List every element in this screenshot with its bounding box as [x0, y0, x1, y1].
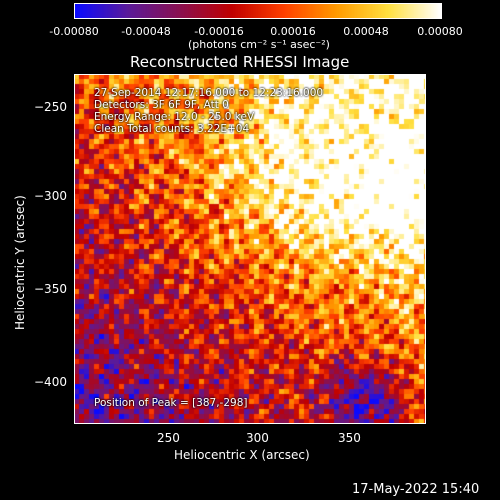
- y-axis-label: Heliocentric Y (arcsec): [13, 195, 27, 330]
- colorbar-tick: 0.00016: [270, 25, 316, 38]
- colorbar-tick: -0.00016: [194, 25, 244, 38]
- info-line-clean: Clean Total counts: 3.22E+04: [94, 123, 250, 135]
- y-tick-label: −300: [34, 189, 67, 203]
- colorbar-tick: -0.00048: [121, 25, 171, 38]
- colorbar-tick: 0.00048: [343, 25, 389, 38]
- footer-timestamp: 17-May-2022 15:40: [352, 482, 480, 497]
- plot-frame: [74, 74, 426, 424]
- x-tick-label: 250: [157, 431, 180, 445]
- info-line-energy: Energy Range: 12.0 - 25.0 keV: [94, 111, 255, 123]
- colorbar-tick: 0.00080: [417, 25, 463, 38]
- x-tick-label: 350: [338, 431, 361, 445]
- info-line-time: 27-Sep-2014 12:17:16.000 to 12:23:16.000: [94, 87, 324, 99]
- colorbar: [74, 3, 442, 19]
- peak-label: Position of Peak = [387,-298]: [94, 397, 248, 409]
- rhessi-image: [74, 74, 426, 424]
- info-line-detectors: Detectors: 3F 6F 9F, Att 0: [94, 99, 229, 111]
- y-tick-label: −250: [34, 100, 67, 114]
- x-axis-label: Heliocentric X (arcsec): [174, 448, 310, 462]
- y-tick-label: −350: [34, 282, 67, 296]
- x-tick-label: 300: [246, 431, 269, 445]
- y-tick-label: −400: [34, 375, 67, 389]
- colorbar-unit-label: (photons cm⁻² s⁻¹ asec⁻²): [188, 38, 330, 51]
- colorbar-tick: -0.00080: [49, 25, 99, 38]
- plot-title: Reconstructed RHESSI Image: [130, 53, 350, 71]
